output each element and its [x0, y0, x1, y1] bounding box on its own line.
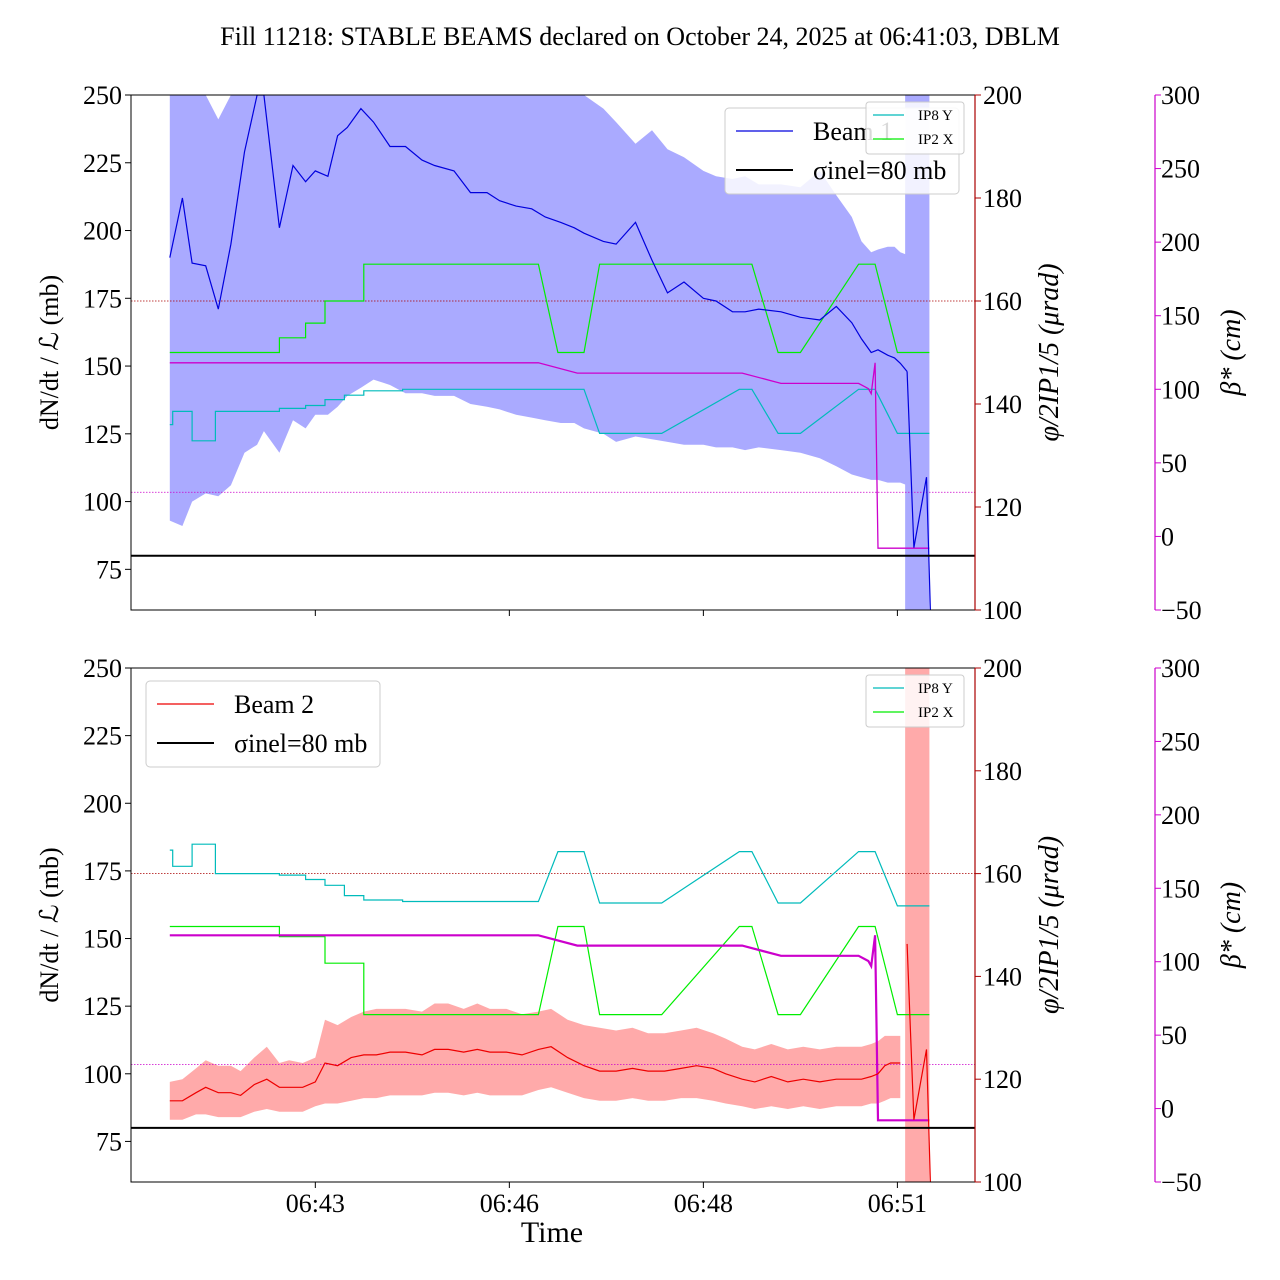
x-axis-label: Time [521, 1216, 583, 1249]
y3-axis-label: β* (cm) [1216, 309, 1247, 396]
y-tick-label: 75 [96, 1127, 122, 1156]
y2-tick-label: 160 [983, 287, 1022, 316]
x-tick-label: 06:48 [674, 1189, 733, 1218]
y2-tick-label: 100 [983, 1168, 1022, 1197]
y3-tick-label: −50 [1161, 596, 1202, 625]
end-of-fill-band [905, 668, 930, 1182]
y-tick-label: 100 [83, 1060, 122, 1089]
y-tick-label: 250 [83, 81, 122, 110]
series-ip8-y [169, 843, 930, 907]
y-tick-label: 200 [83, 217, 122, 246]
plot-area [131, 95, 975, 610]
y3-tick-label: 0 [1161, 522, 1174, 551]
series-ip2-x [169, 263, 930, 354]
series-crossing-angle [169, 934, 930, 1122]
y2-tick-label: 100 [983, 596, 1022, 625]
y-tick-label: 100 [83, 488, 122, 517]
legend2-label-ip2x: IP2 X [918, 705, 954, 721]
x-tick-label: 06:46 [480, 1189, 539, 1218]
legend2-label-ip8y: IP8 Y [918, 681, 953, 697]
y2-axis-label: φ/2IP1/5 (μrad) [1034, 263, 1065, 441]
y-tick-label: 225 [83, 149, 122, 178]
y2-tick-label: 120 [983, 1065, 1022, 1094]
y-tick-label: 150 [83, 352, 122, 381]
x-tick-label: 06:43 [286, 1189, 345, 1218]
beam-dump-spike [906, 943, 931, 1182]
legend-label-sigma: σinel=80 mb [234, 729, 367, 758]
series-ip2-x [169, 925, 930, 1016]
y-tick-label: 200 [83, 789, 122, 818]
plot-area [131, 668, 975, 1182]
y3-tick-label: 100 [1161, 375, 1200, 404]
y-tick-label: 125 [83, 420, 122, 449]
y-tick-label: 125 [83, 992, 122, 1021]
y-tick-label: 175 [83, 284, 122, 313]
beam-dump-spike [906, 371, 931, 610]
y3-tick-label: 100 [1161, 948, 1200, 977]
beam-uncertainty-band [169, 1003, 901, 1120]
y3-tick-label: 50 [1161, 1021, 1187, 1050]
x-tick-label: 06:51 [868, 1189, 927, 1218]
panel-bottom: 75 100 125 150 175 200 225 250 100 120 140 160 180 20… [35, 654, 1247, 1218]
y2-tick-label: 200 [983, 81, 1022, 110]
y2-tick-label: 180 [983, 184, 1022, 213]
y-tick-label: 150 [83, 925, 122, 954]
legend-label-beam: Beam 2 [234, 690, 314, 719]
y3-tick-label: 150 [1161, 874, 1200, 903]
y3-axis-label: β* (cm) [1216, 882, 1247, 969]
y-tick-label: 225 [83, 722, 122, 751]
y2-tick-label: 140 [983, 962, 1022, 991]
y-tick-label: 250 [83, 654, 122, 683]
y2-tick-label: 140 [983, 390, 1022, 419]
figure-title: Fill 11218: STABLE BEAMS declared on Oct… [220, 22, 1060, 51]
series-crossing-angle [169, 362, 930, 549]
y2-tick-label: 120 [983, 493, 1022, 522]
y-tick-label: 175 [83, 857, 122, 886]
beam-uncertainty-band [169, 95, 908, 526]
y2-tick-label: 180 [983, 757, 1022, 786]
y3-tick-label: −50 [1161, 1168, 1202, 1197]
y3-tick-label: 0 [1161, 1095, 1174, 1124]
y3-tick-label: 250 [1161, 727, 1200, 756]
y3-tick-label: 250 [1161, 155, 1200, 184]
y2-tick-label: 160 [983, 860, 1022, 889]
y-axis-label: dN/dt / ℒ (mb) [35, 847, 64, 1002]
legend-label-sigma: σinel=80 mb [813, 156, 946, 185]
y3-tick-label: 200 [1161, 801, 1200, 830]
panel-top: 75 100 125 150 175 200 225 250 100 120 140 160 180 20… [35, 81, 1247, 625]
y3-tick-label: 150 [1161, 302, 1200, 331]
series-beam-1 [169, 95, 908, 372]
y-tick-label: 75 [96, 555, 122, 584]
series-beam-2 [169, 1046, 901, 1102]
y3-tick-label: 300 [1161, 81, 1200, 110]
legend2-label-ip2x: IP2 X [918, 132, 954, 148]
y3-tick-label: 50 [1161, 449, 1187, 478]
y-axis-label: dN/dt / ℒ (mb) [35, 275, 64, 430]
y3-tick-label: 300 [1161, 654, 1200, 683]
legend-box [145, 680, 381, 768]
y3-tick-label: 200 [1161, 228, 1200, 257]
legend2-label-ip8y: IP8 Y [918, 108, 953, 124]
series-ip8-y [169, 388, 930, 442]
y2-axis-label: φ/2IP1/5 (μrad) [1034, 836, 1065, 1014]
y2-tick-label: 200 [983, 654, 1022, 683]
